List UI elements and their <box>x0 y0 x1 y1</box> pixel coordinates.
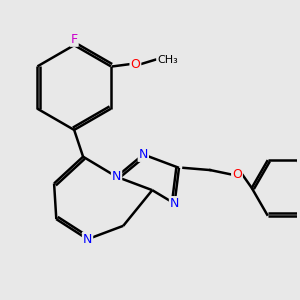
Text: N: N <box>170 197 179 210</box>
Text: N: N <box>139 148 148 161</box>
Text: CH₃: CH₃ <box>157 55 178 65</box>
Text: F: F <box>70 33 78 46</box>
Text: N: N <box>112 170 121 183</box>
Text: O: O <box>130 58 140 70</box>
Text: N: N <box>83 233 92 246</box>
Text: O: O <box>232 168 242 181</box>
